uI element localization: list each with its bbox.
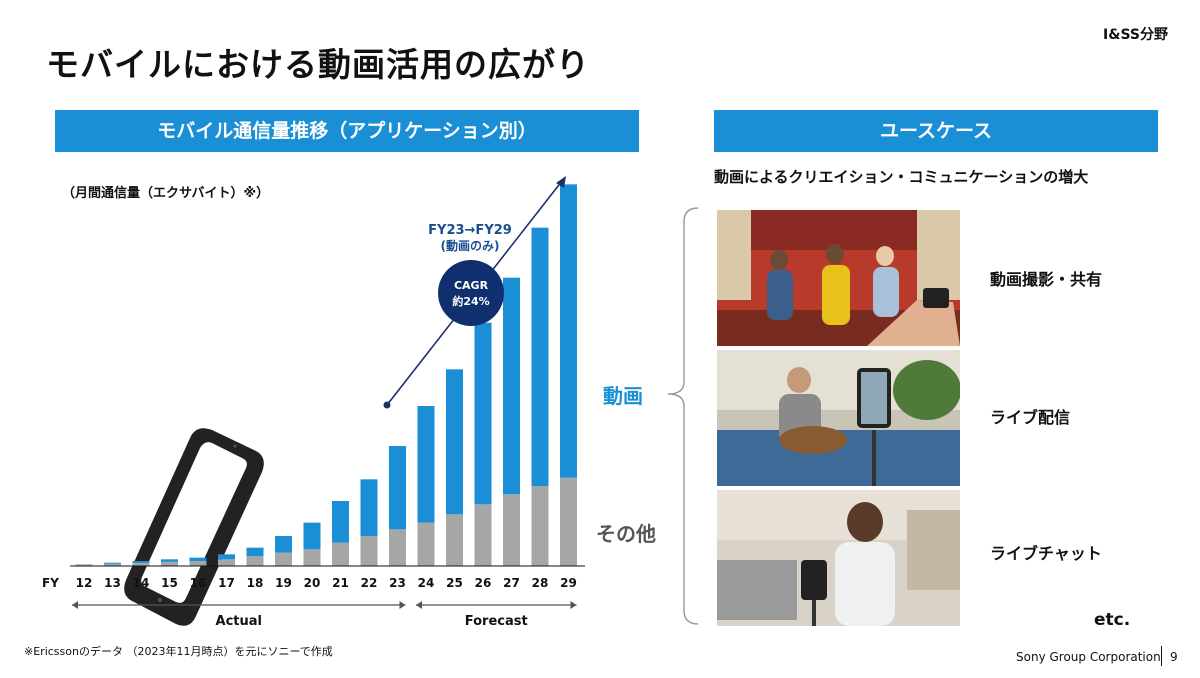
- smartphone-icon: [124, 428, 264, 626]
- bar-other-fy23: [389, 529, 406, 566]
- series-label-other: その他: [596, 522, 656, 546]
- chart-heading: モバイル通信量推移（アプリケーション別）: [55, 110, 639, 152]
- bar-video-fy17: [218, 554, 235, 560]
- bar-other-fy27: [503, 494, 520, 566]
- usecase-label-1: 動画撮影・共有: [990, 270, 1103, 289]
- period-label-actual: Actual: [216, 614, 262, 629]
- x-tick-label: 29: [560, 576, 577, 590]
- x-tick-label: 25: [446, 576, 463, 590]
- bar-other-fy19: [275, 552, 292, 566]
- period-label-forecast: Forecast: [465, 614, 528, 629]
- bar-other-fy12: [75, 564, 93, 566]
- bar-video-fy20: [303, 522, 321, 550]
- x-axis-prefix: FY: [42, 576, 59, 590]
- dance-video-photo: [717, 210, 960, 346]
- period-arrowhead: [72, 601, 78, 609]
- bar-other-fy17: [218, 559, 235, 566]
- bar-video-fy18: [246, 547, 264, 556]
- bar-other-fy14: [132, 562, 150, 566]
- bar-other-fy24: [417, 522, 435, 566]
- period-arrowhead: [570, 601, 577, 609]
- x-tick-label: 28: [532, 576, 549, 590]
- bar-video-fy13: [104, 562, 121, 564]
- x-tick-label: 21: [332, 576, 349, 590]
- x-tick-label: 12: [76, 576, 93, 590]
- bar-other-fy21: [332, 542, 349, 566]
- bar-video-fy14: [132, 561, 150, 563]
- cagr-badge: [438, 260, 504, 326]
- trend-arrow-head: [556, 176, 566, 188]
- x-tick-label: 26: [475, 576, 492, 590]
- bar-other-fy26: [474, 504, 492, 566]
- x-tick-label: 23: [389, 576, 406, 590]
- usecase-subheading: 動画によるクリエイション・コミュニケーションの増大: [714, 168, 1089, 186]
- x-tick-label: 13: [104, 576, 121, 590]
- period-arrowhead: [416, 601, 422, 609]
- brace-icon: [667, 207, 699, 625]
- annotation-note: (動画のみ): [441, 238, 500, 253]
- page-title: モバイルにおける動画活用の広がり: [46, 45, 590, 84]
- bar-video-fy23: [389, 446, 406, 530]
- bar-other-fy29: [560, 477, 577, 566]
- x-tick-label: 19: [275, 576, 292, 590]
- bar-other-fy16: [189, 561, 207, 566]
- x-tick-label: 18: [247, 576, 264, 590]
- annotation-range: FY23→FY29: [428, 223, 512, 238]
- bar-video-fy25: [446, 369, 463, 515]
- x-tick-label: 16: [190, 576, 207, 590]
- usecase-label-3: ライブチャット: [990, 544, 1102, 563]
- x-tick-label: 22: [361, 576, 378, 590]
- x-tick-label: 27: [503, 576, 520, 590]
- footnote: ※Ericssonのデータ （2023年11月時点）を元にソニーで作成: [24, 645, 333, 658]
- trend-arrow-start: [383, 401, 391, 409]
- bar-video-fy27: [503, 277, 520, 495]
- x-tick-label: 20: [304, 576, 321, 590]
- etc-label: etc.: [1094, 610, 1131, 630]
- bar-video-fy15: [161, 559, 178, 562]
- usecase-label-2: ライブ配信: [990, 408, 1071, 427]
- guitar-livestream-photo: [717, 350, 960, 486]
- bar-other-fy15: [161, 561, 178, 566]
- x-tick-label: 24: [418, 576, 435, 590]
- bar-video-fy19: [275, 536, 292, 553]
- unit-label: （月間通信量（エクサバイト）※）: [62, 186, 270, 201]
- bar-other-fy13: [104, 563, 121, 566]
- bar-other-fy20: [303, 549, 321, 566]
- x-tick-label: 14: [133, 576, 150, 590]
- cagr-value: 約24%: [452, 294, 489, 308]
- usecase-heading: ユースケース: [714, 110, 1158, 152]
- division-label: I&SS分野: [1103, 27, 1168, 43]
- series-label-video: 動画: [603, 384, 643, 408]
- bar-video-fy21: [332, 501, 349, 543]
- video-chat-photo: [717, 490, 960, 626]
- bar-video-fy29: [560, 184, 577, 478]
- bar-other-fy22: [360, 536, 378, 566]
- bar-other-fy28: [531, 486, 549, 566]
- bar-other-fy18: [246, 556, 264, 566]
- traffic-chart: 12 13 14 15 16 17 18 19 20 21 22 23 24 25 26 27 28 29 FY2…: [42, 176, 585, 629]
- bar-video-fy24: [417, 406, 435, 523]
- x-tick-label: 17: [218, 576, 235, 590]
- bar-video-fy22: [360, 479, 378, 536]
- footer-divider: [1161, 646, 1162, 666]
- bar-other-fy25: [446, 514, 463, 566]
- cagr-label: CAGR: [454, 279, 489, 292]
- period-arrowhead: [399, 601, 406, 609]
- bar-video-fy28: [531, 227, 549, 486]
- bar-video-fy26: [474, 322, 492, 505]
- x-tick-label: 15: [161, 576, 178, 590]
- page-number: 9: [1170, 650, 1178, 664]
- company-name: Sony Group Corporation: [1016, 650, 1161, 664]
- bar-video-fy16: [189, 557, 207, 561]
